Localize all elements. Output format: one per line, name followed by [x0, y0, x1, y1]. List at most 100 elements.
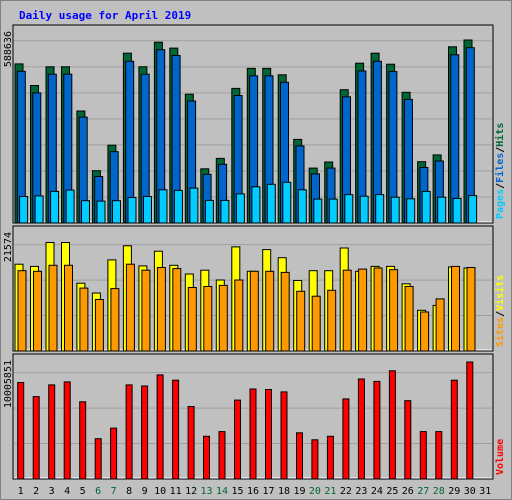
bar-pages-18 [282, 181, 292, 224]
x-tick-label-14: 14 [216, 486, 228, 497]
bar-pages-8 [127, 197, 137, 224]
bar-sites-1 [17, 270, 27, 352]
x-tick-label-1: 1 [18, 486, 24, 497]
bar-pages-21 [328, 198, 338, 224]
bar-sites-12 [187, 287, 197, 352]
bar-volume-20 [311, 439, 319, 480]
bar-sites-10 [156, 267, 166, 352]
bar-volume-9 [141, 385, 149, 480]
x-tick-label-24: 24 [371, 486, 383, 497]
x-tick-label-16: 16 [247, 486, 259, 497]
bar-volume-21 [326, 435, 334, 480]
bar-volume-3 [48, 384, 56, 480]
bar-sites-30 [466, 267, 476, 352]
bar-volume-16 [249, 388, 257, 480]
bar-sites-27 [420, 311, 430, 352]
bar-pages-3 [50, 190, 60, 224]
bar-pages-23 [359, 195, 369, 224]
legend-item-visits: Visits [494, 275, 506, 311]
legend-item-sites: Sites [494, 317, 506, 347]
bar-volume-4 [63, 381, 71, 480]
y-max-label: 21574 [3, 232, 14, 262]
x-tick-label-6: 6 [95, 486, 101, 497]
y-max-label: 588636 [3, 31, 14, 67]
bar-pages-5 [81, 200, 90, 224]
bar-volume-30 [466, 361, 474, 480]
bar-volume-5 [79, 401, 87, 480]
bar-sites-17 [265, 270, 275, 352]
x-tick-label-22: 22 [340, 486, 352, 497]
bar-sites-29 [451, 265, 460, 352]
bar-sites-16 [249, 270, 259, 352]
bar-pages-6 [96, 200, 106, 224]
legend-item-pages: Pages [495, 189, 506, 219]
bar-pages-29 [452, 198, 462, 224]
bar-pages-12 [189, 187, 199, 224]
bar-pages-22 [344, 194, 354, 224]
bar-volume-28 [435, 431, 443, 480]
x-tick-label-20: 20 [309, 486, 321, 497]
bar-pages-4 [65, 189, 75, 224]
bar-sites-19 [296, 290, 306, 352]
bar-sites-23 [358, 268, 368, 352]
bar-volume-22 [342, 398, 350, 480]
bar-volume-27 [419, 431, 427, 480]
x-tick-label-10: 10 [154, 486, 166, 497]
bar-sites-6 [94, 299, 104, 352]
x-tick-label-28: 28 [433, 486, 445, 497]
bar-pages-11 [173, 189, 183, 224]
bar-volume-14 [218, 431, 226, 480]
bar-sites-21 [327, 289, 337, 352]
bar-pages-15 [235, 193, 245, 224]
bar-pages-13 [204, 199, 214, 224]
bar-sites-4 [64, 264, 73, 352]
bar-pages-26 [406, 198, 416, 224]
x-tick-label-27: 27 [417, 486, 429, 497]
x-tick-label-17: 17 [262, 486, 274, 497]
bar-pages-10 [158, 189, 168, 224]
x-tick-label-26: 26 [402, 486, 414, 497]
bar-volume-6 [94, 438, 102, 480]
legend-volume: Volume [495, 439, 506, 475]
x-tick-label-9: 9 [142, 486, 148, 497]
x-tick-label-8: 8 [126, 486, 132, 497]
bar-volume-29 [450, 379, 458, 480]
bar-pages-14 [220, 199, 230, 224]
bar-pages-25 [390, 196, 400, 224]
bar-volume-25 [388, 370, 396, 480]
bar-pages-27 [421, 190, 431, 224]
x-tick-label-3: 3 [49, 486, 55, 497]
x-tick-label-29: 29 [448, 486, 460, 497]
bar-volume-8 [125, 384, 133, 480]
chart-title: Daily usage for April 2019 [19, 9, 192, 22]
bar-volume-23 [357, 378, 365, 480]
bar-pages-24 [375, 194, 385, 224]
x-tick-label-12: 12 [185, 486, 197, 497]
bar-sites-25 [389, 269, 399, 352]
x-tick-label-4: 4 [64, 486, 70, 497]
bar-volume-10 [156, 374, 164, 480]
bar-sites-11 [172, 268, 182, 352]
bar-sites-22 [342, 269, 352, 352]
bar-volume-1 [17, 382, 25, 480]
x-tick-label-5: 5 [80, 486, 86, 497]
bar-sites-13 [203, 286, 213, 352]
bar-pages-17 [266, 183, 276, 224]
bar-volume-19 [296, 432, 303, 480]
bar-sites-5 [79, 287, 89, 352]
bar-pages-30 [468, 195, 478, 224]
bar-volume-12 [187, 406, 195, 480]
bar-sites-15 [234, 279, 244, 352]
bar-volume-17 [265, 389, 272, 480]
bar-volume-18 [280, 391, 288, 480]
bar-sites-8 [125, 263, 135, 352]
legend-item-volume: Volume [495, 439, 506, 475]
bar-volume-15 [234, 399, 241, 480]
x-tick-label-19: 19 [293, 486, 305, 497]
x-tick-label-15: 15 [231, 486, 243, 497]
legend-item-files: Files [494, 153, 506, 183]
bar-sites-3 [48, 264, 58, 352]
bar-files-29 [450, 54, 460, 224]
